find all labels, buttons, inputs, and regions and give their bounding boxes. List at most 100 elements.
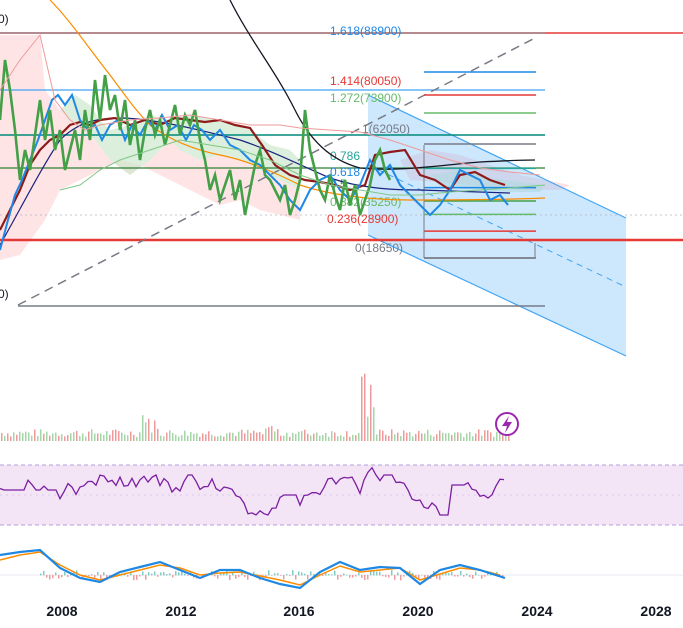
macd-histogram-bar (253, 571, 255, 576)
macd-histogram-bar (289, 575, 291, 576)
volume-bar (100, 433, 102, 441)
volume-bar (346, 431, 348, 441)
volume-bar (490, 432, 492, 441)
volume-bar (64, 436, 66, 441)
volume-bar (154, 420, 156, 441)
volume-bar (415, 433, 417, 441)
volume-bar (25, 431, 27, 441)
volume-bar (73, 432, 75, 441)
macd-histogram-bar (298, 571, 300, 576)
fib-level-label: 1.618(88900) (330, 24, 401, 38)
volume-bar (223, 436, 225, 441)
volume-bar (139, 432, 141, 441)
volume-bar (277, 429, 279, 441)
volume-bar (211, 434, 213, 441)
volume-bar (37, 436, 39, 441)
volume-bar (133, 434, 135, 441)
macd-histogram-bar (448, 573, 450, 576)
volume-bar (136, 436, 138, 441)
volume-bar (22, 433, 24, 441)
volume-bar (16, 434, 18, 441)
volume-bar (46, 431, 48, 441)
macd-histogram-bar (160, 572, 162, 576)
volume-bar (448, 433, 450, 441)
macd-histogram-bar (328, 574, 330, 576)
volume-bar (97, 433, 99, 441)
volume-bar (475, 433, 477, 441)
volume-bar (256, 432, 258, 441)
volume-bar (280, 435, 282, 441)
volume-bar (298, 431, 300, 441)
volume-bar (52, 433, 54, 441)
macd-histogram-bar (40, 573, 42, 576)
macd-histogram-bar (421, 574, 423, 576)
volume-bar (313, 433, 315, 441)
x-tick-label: 2008 (46, 603, 77, 619)
volume-bar (106, 431, 108, 441)
volume-bar (361, 376, 363, 441)
macd-histogram-bar (463, 575, 465, 577)
macd-histogram-bar (361, 575, 363, 578)
volume-bar (472, 436, 474, 441)
macd-histogram-bar (424, 575, 426, 578)
left-edge-label: 0) (0, 287, 9, 301)
macd-histogram-bar (70, 573, 72, 576)
volume-bar (151, 432, 153, 441)
volume-bar (163, 436, 165, 441)
volume-bar (169, 430, 171, 441)
volume-bar (247, 429, 249, 441)
macd-histogram-bar (280, 575, 282, 576)
volume-bar (439, 430, 441, 441)
fib-level-label: 0.786 (330, 149, 360, 163)
fib-level-label: 0.236(28900) (327, 212, 398, 226)
macd-panel (0, 548, 683, 590)
macd-histogram-bar (58, 575, 60, 579)
fib-level-label: 0.618 (330, 165, 360, 179)
volume-bar (397, 432, 399, 441)
volume-bar (82, 433, 84, 441)
volume-bar (250, 433, 252, 441)
volume-bar (265, 428, 267, 441)
fib-level-label: 1.414(80050) (330, 74, 401, 88)
volume-bar (394, 434, 396, 441)
volume-bar (391, 429, 393, 441)
volume-bar (367, 416, 369, 441)
volume-bar (316, 432, 318, 441)
macd-histogram-bar (310, 571, 312, 576)
volume-bar (127, 435, 129, 441)
macd-histogram-bar (142, 571, 144, 576)
volume-bar (268, 427, 270, 441)
volume-bar (121, 432, 123, 441)
volume-bar (79, 435, 81, 441)
volume-bar (460, 433, 462, 441)
macd-histogram-bar (307, 575, 309, 580)
blue-price-line (0, 92, 509, 251)
dashed-trendline (17, 37, 536, 306)
volume-bar (385, 434, 387, 441)
macd-histogram-bar (373, 570, 375, 576)
volume-bar (373, 407, 375, 441)
volume-bar (103, 434, 105, 441)
macd-histogram-bar (64, 571, 66, 576)
black-ma-line (229, 0, 536, 170)
volume-bar (481, 435, 483, 441)
volume-bar (484, 430, 486, 441)
volume-bar (370, 384, 372, 441)
volume-bar (322, 434, 324, 441)
volume-bar (34, 429, 36, 441)
volume-bar (283, 435, 285, 441)
lightning-icon[interactable] (495, 412, 519, 436)
macd-histogram-bar (418, 575, 420, 580)
macd-histogram-bar (265, 575, 267, 578)
macd-histogram-bar (475, 571, 477, 576)
volume-bar (19, 431, 21, 441)
x-tick-label: 2024 (521, 603, 552, 619)
volume-bar (334, 432, 336, 441)
macd-histogram-bar (445, 572, 447, 576)
volume-bar (445, 433, 447, 441)
volume-bar (58, 435, 60, 441)
volume-bar (184, 430, 186, 441)
volume-bar (319, 435, 321, 441)
macd-histogram-bar (283, 575, 285, 580)
volume-bar (349, 436, 351, 441)
